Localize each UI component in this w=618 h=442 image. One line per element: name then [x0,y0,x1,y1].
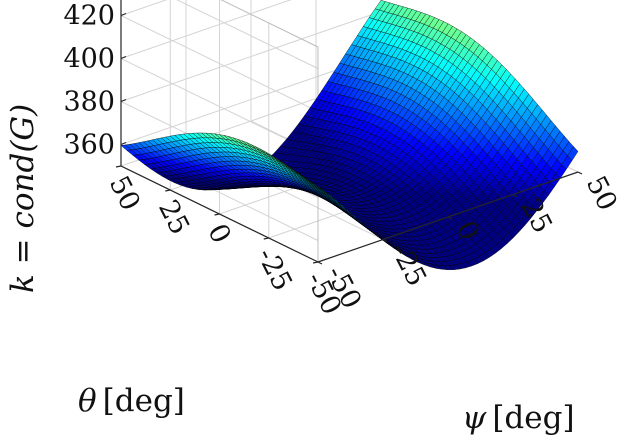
surface-patch [567,146,579,161]
y-tick-label: -25 [251,243,298,296]
z-tick-label: 360 [63,130,115,161]
y-tick-label: 0 [201,219,236,248]
surface-mesh [120,0,579,271]
axis-lines [115,0,583,265]
x-axis-label: ψ [deg] [462,400,575,436]
z-tick-label: 400 [63,44,115,75]
z-tick-label: 420 [63,1,115,32]
x-tick-label: 50 [580,171,618,216]
z-tick-label: 380 [63,87,115,118]
y-tick-label: 25 [152,195,195,240]
y-tick-label: 50 [103,171,146,216]
z-axis-label: k = cond(G) [5,104,41,293]
y-axis-label: θ [deg] [78,383,185,419]
